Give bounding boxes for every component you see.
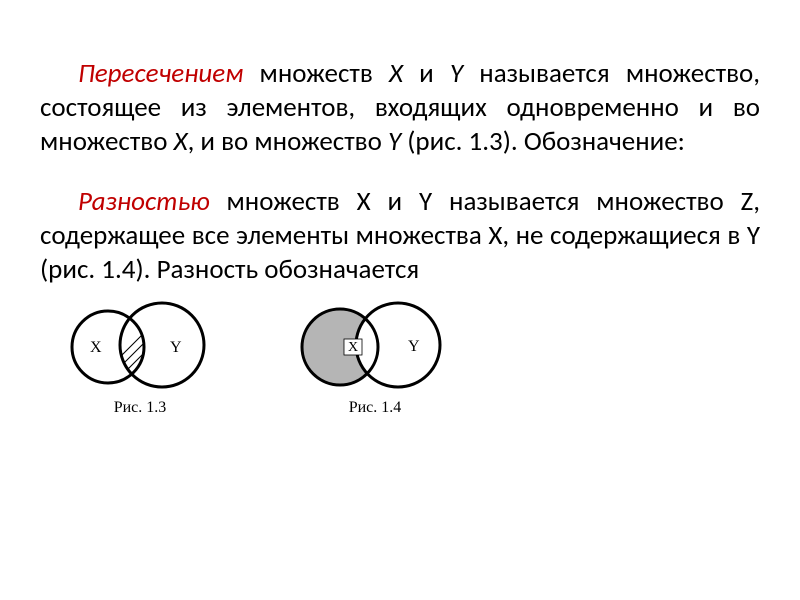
p1-x1: X xyxy=(389,57,403,90)
p1-t2: и xyxy=(403,57,450,90)
diagrams-row: X Y Рис. 1.3 xyxy=(60,297,760,417)
caption-2: Рис. 1.4 xyxy=(349,399,402,417)
label-x-2: X xyxy=(348,340,358,355)
diagram-difference: X Y Рис. 1.4 xyxy=(290,297,460,417)
term-intersection: Пересечением xyxy=(78,57,243,90)
circle-x xyxy=(72,311,144,383)
p1-t1: множеств xyxy=(243,57,389,90)
label-y: Y xyxy=(170,339,182,356)
p1-x2: X xyxy=(174,125,188,158)
p1-y1: Y xyxy=(450,57,463,90)
label-x: X xyxy=(90,339,102,356)
diagram-intersection: X Y Рис. 1.3 xyxy=(60,297,220,417)
para-intersection: Пересечением множеств X и Y называется м… xyxy=(40,57,760,158)
caption-1: Рис. 1.3 xyxy=(114,399,167,417)
slide: Пересечением множеств X и Y называется м… xyxy=(0,0,800,600)
label-y-2: Y xyxy=(408,338,420,355)
venn-intersection-svg: X Y xyxy=(60,297,220,397)
venn-difference-svg: X Y xyxy=(290,297,460,397)
para-difference: Разностью множеств X и Y называется множ… xyxy=(40,185,760,286)
p1-y2: Y xyxy=(388,125,401,158)
p1-t5: (рис. 1.3). Обозначение: xyxy=(401,125,685,158)
term-difference: Разностью xyxy=(78,185,210,218)
p1-t4: , и во множество xyxy=(188,125,388,158)
diff-fill xyxy=(290,297,460,397)
